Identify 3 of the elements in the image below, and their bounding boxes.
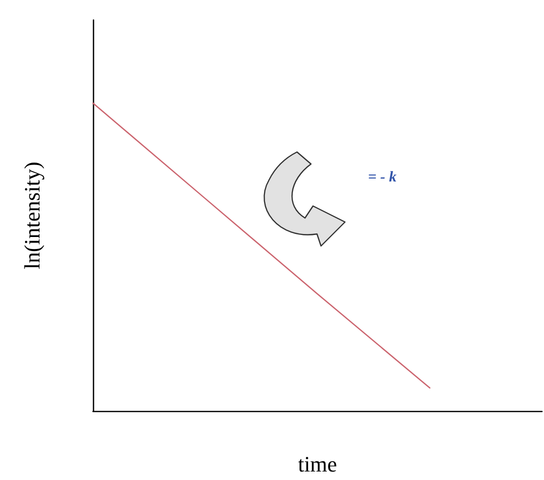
y-axis-title: ln(intensity) [20, 162, 44, 270]
x-axis-title: time [298, 452, 338, 476]
annotation: = - k [368, 170, 398, 186]
